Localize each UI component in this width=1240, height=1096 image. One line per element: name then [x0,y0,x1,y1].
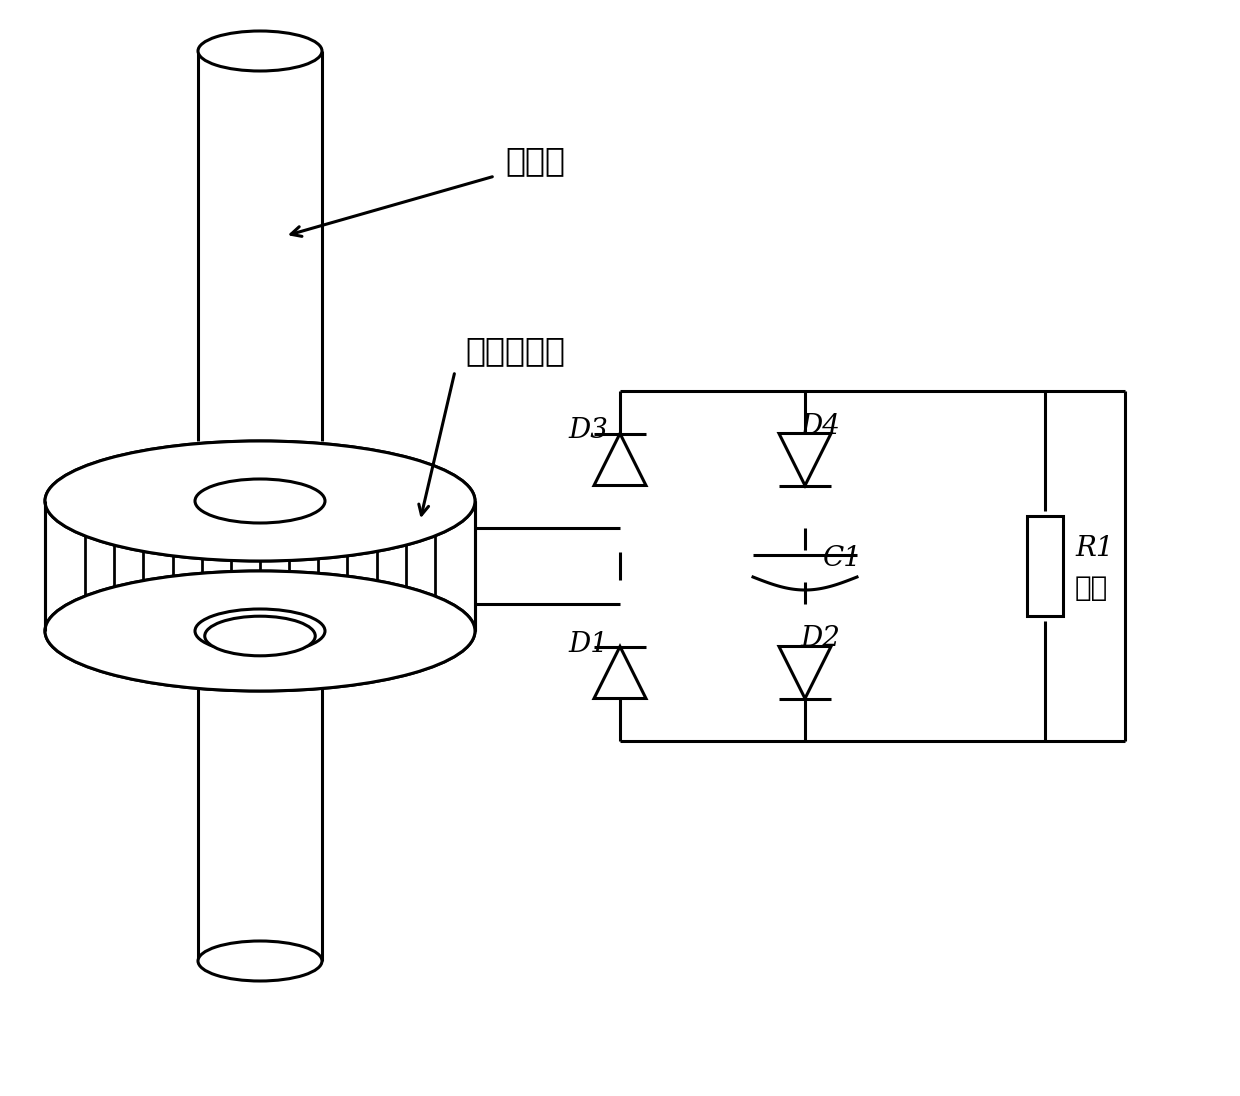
Ellipse shape [45,571,475,690]
Text: 电缆线: 电缆线 [505,145,565,178]
Text: C1: C1 [823,545,862,571]
Polygon shape [779,647,831,698]
Polygon shape [779,434,831,486]
Ellipse shape [195,609,325,653]
Ellipse shape [198,31,322,71]
Polygon shape [594,647,646,698]
Ellipse shape [45,571,475,690]
Ellipse shape [45,441,475,561]
Ellipse shape [195,609,325,653]
Ellipse shape [195,479,325,523]
Text: 电流互感器: 电流互感器 [465,334,565,367]
Text: D2: D2 [800,626,839,652]
Polygon shape [594,434,646,486]
Text: D3: D3 [568,418,608,445]
Text: R1: R1 [1075,535,1114,561]
Text: D4: D4 [800,412,839,439]
Ellipse shape [198,941,322,981]
Ellipse shape [195,479,325,523]
Ellipse shape [205,616,315,655]
Text: 负载: 负载 [1075,574,1109,602]
Bar [1027,516,1063,616]
Text: D1: D1 [568,630,608,658]
Ellipse shape [45,441,475,561]
